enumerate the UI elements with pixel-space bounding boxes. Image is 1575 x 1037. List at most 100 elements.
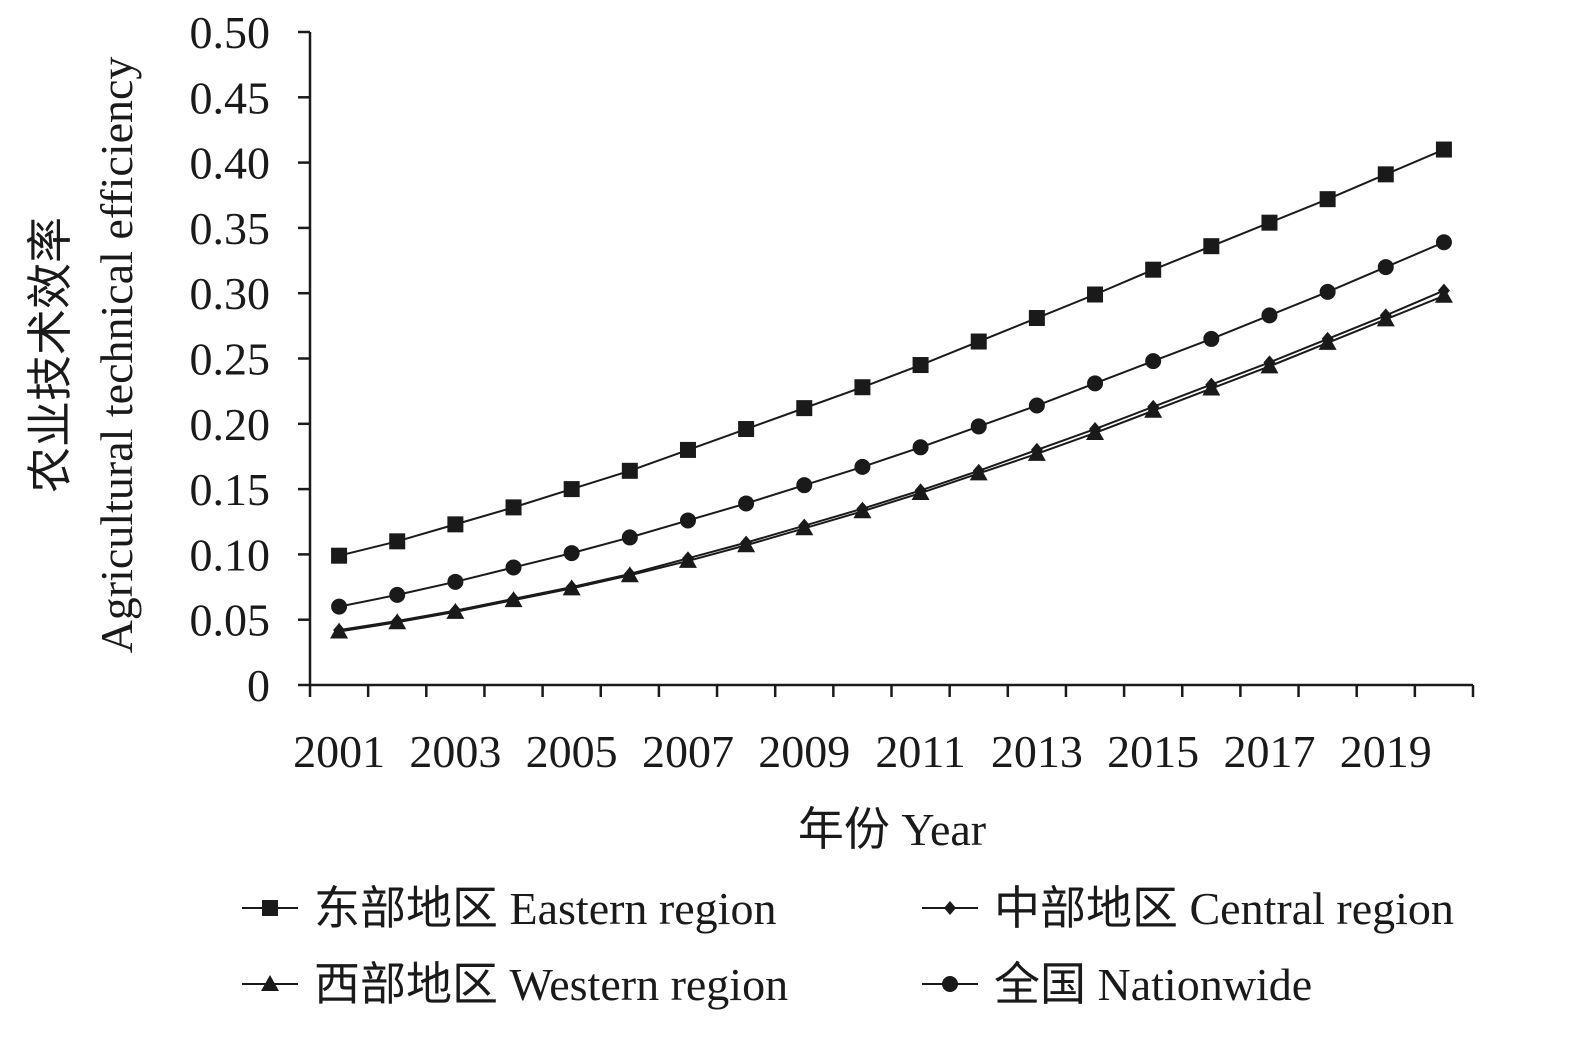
data-point bbox=[446, 602, 465, 619]
data-point bbox=[679, 512, 696, 529]
x-tick-label: 2007 bbox=[642, 726, 734, 777]
y-axis-label-en: Agricultural technical efficiency bbox=[91, 57, 142, 654]
y-tick-label: 0.40 bbox=[190, 138, 271, 189]
data-point bbox=[447, 516, 464, 533]
data-point bbox=[505, 499, 522, 516]
x-axis-label: 年份 Year bbox=[798, 804, 986, 855]
data-point bbox=[1086, 423, 1105, 440]
data-point bbox=[563, 545, 580, 562]
legend-label: 中部地区 Central region bbox=[994, 883, 1454, 934]
legend-label: 全国 Nationwide bbox=[994, 959, 1312, 1010]
data-point bbox=[1028, 397, 1045, 414]
legend-item: 全国 Nationwide bbox=[922, 959, 1312, 1010]
y-tick-label: 0.10 bbox=[190, 529, 271, 580]
data-point bbox=[912, 439, 929, 456]
legend-marker bbox=[942, 976, 958, 992]
data-point bbox=[563, 481, 580, 498]
y-tick-label: 0.25 bbox=[190, 334, 271, 385]
x-tick-label: 2011 bbox=[875, 726, 965, 777]
y-tick-label: 0.45 bbox=[190, 72, 271, 123]
data-point bbox=[1087, 286, 1104, 303]
x-tick-label: 2017 bbox=[1223, 726, 1315, 777]
data-point bbox=[1377, 259, 1394, 276]
data-point bbox=[1202, 379, 1221, 396]
x-tick-label: 2009 bbox=[758, 726, 850, 777]
data-point bbox=[1028, 310, 1045, 327]
data-point bbox=[1087, 375, 1104, 392]
data-point bbox=[504, 591, 523, 608]
series-layer bbox=[330, 141, 1453, 639]
data-point bbox=[1319, 191, 1336, 208]
x-tick-label: 2005 bbox=[526, 726, 618, 777]
y-tick-label: 0.30 bbox=[190, 268, 271, 319]
x-tick-label: 2001 bbox=[293, 726, 385, 777]
legend-item: 西部地区 Western region bbox=[242, 959, 788, 1010]
data-point bbox=[1377, 166, 1394, 183]
series-line bbox=[338, 289, 1445, 632]
data-point bbox=[970, 333, 987, 350]
axes bbox=[308, 32, 1473, 687]
data-point bbox=[621, 462, 638, 479]
data-point bbox=[1145, 261, 1162, 278]
series-line bbox=[338, 148, 1445, 557]
data-point bbox=[1434, 286, 1453, 303]
y-axis-ticks: 0 0.05 0.10 0.15 0.20 0.25 0.30 0.35 0.40 0.45 0.5… bbox=[190, 7, 310, 711]
data-point bbox=[854, 458, 871, 475]
y-tick-label: 0.20 bbox=[190, 399, 271, 450]
x-tick-label: 2015 bbox=[1107, 726, 1199, 777]
data-point bbox=[1435, 234, 1452, 251]
legend-marker bbox=[261, 975, 279, 991]
data-point bbox=[911, 484, 930, 501]
data-point bbox=[388, 613, 407, 630]
data-point bbox=[912, 357, 929, 374]
data-point bbox=[389, 533, 406, 550]
data-point bbox=[330, 622, 349, 639]
data-point bbox=[738, 421, 755, 438]
data-point bbox=[969, 464, 988, 481]
legend-label: 东部地区 Eastern region bbox=[314, 883, 776, 934]
axis-labels: 农业技术效率 Agricultural technical efficiency… bbox=[25, 57, 986, 855]
data-point bbox=[1319, 283, 1336, 300]
y-tick-label: 0.15 bbox=[190, 464, 271, 515]
data-point bbox=[447, 573, 464, 590]
y-tick-label: 0.35 bbox=[190, 203, 271, 254]
data-point bbox=[331, 547, 348, 564]
data-point bbox=[854, 379, 871, 396]
data-point bbox=[738, 495, 755, 512]
y-axis-label-cn: 农业技术效率 bbox=[25, 217, 76, 493]
data-point bbox=[678, 551, 697, 568]
data-point bbox=[620, 566, 639, 583]
data-point bbox=[970, 418, 987, 435]
series-line bbox=[338, 241, 1445, 608]
data-point bbox=[1260, 357, 1279, 374]
series-line bbox=[338, 294, 1445, 633]
data-point bbox=[1376, 310, 1395, 327]
data-point bbox=[562, 579, 581, 596]
legend-label: 西部地区 Western region bbox=[314, 959, 788, 1010]
series-diamond bbox=[333, 283, 1450, 638]
data-point bbox=[621, 529, 638, 546]
x-axis-ticks: 2001 2003 2005 2007 2009 2011 2013 2015 2017 2019 bbox=[293, 685, 1475, 777]
data-point bbox=[796, 477, 813, 494]
legend: 东部地区 Eastern region 中部地区 Central region 西部… bbox=[242, 883, 1454, 1010]
data-point bbox=[1261, 214, 1278, 231]
x-tick-label: 2013 bbox=[991, 726, 1083, 777]
y-tick-label: 0.50 bbox=[190, 7, 271, 58]
data-point bbox=[1027, 444, 1046, 461]
legend-marker bbox=[944, 901, 956, 915]
data-point bbox=[1144, 401, 1163, 418]
data-point bbox=[389, 586, 406, 603]
data-point bbox=[795, 519, 814, 536]
data-point bbox=[1435, 141, 1452, 158]
data-point bbox=[796, 400, 813, 417]
y-tick-label: 0.05 bbox=[190, 595, 271, 646]
data-point bbox=[1145, 353, 1162, 370]
data-point bbox=[331, 598, 348, 615]
series-circle bbox=[331, 234, 1452, 615]
data-point bbox=[1203, 330, 1220, 347]
legend-item: 中部地区 Central region bbox=[922, 883, 1454, 934]
x-tick-label: 2003 bbox=[409, 726, 501, 777]
data-point bbox=[737, 536, 756, 553]
